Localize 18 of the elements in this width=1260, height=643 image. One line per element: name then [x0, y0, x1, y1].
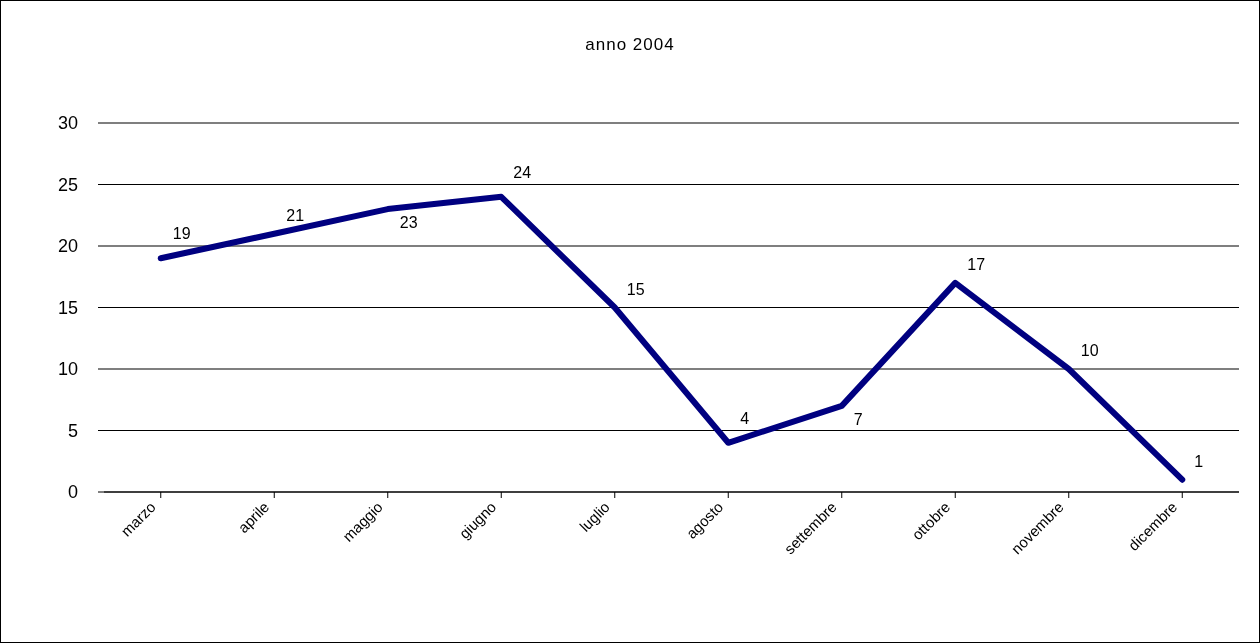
chart-title: anno 2004 [584, 35, 676, 55]
data-label: 7 [853, 410, 863, 428]
data-label: 15 [626, 280, 645, 298]
data-label: 21 [286, 206, 305, 224]
y-tick-label: 10 [57, 359, 78, 380]
data-label: 19 [172, 225, 191, 243]
data-label: 23 [399, 214, 418, 232]
y-tick-label: 30 [57, 113, 78, 134]
y-tick-label: 25 [57, 174, 78, 195]
y-tick-label: 5 [67, 420, 78, 441]
y-tick-label: 15 [57, 297, 78, 318]
data-label: 17 [967, 255, 986, 273]
y-tick-label: 20 [57, 236, 78, 257]
y-tick-label: 0 [67, 482, 78, 503]
data-label: 4 [740, 409, 750, 427]
data-label: 1 [1194, 452, 1204, 470]
data-label: 10 [1080, 342, 1099, 359]
data-label: 24 [513, 163, 532, 181]
